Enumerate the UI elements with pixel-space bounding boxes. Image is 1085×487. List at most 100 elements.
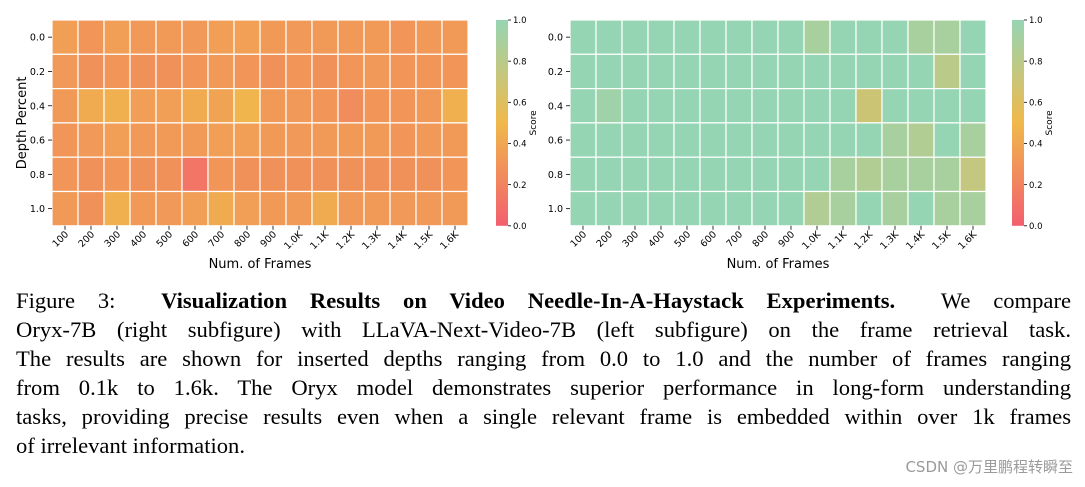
heatmap-cell: [777, 122, 805, 158]
heatmap-cell: [259, 53, 287, 90]
colorbar-tick-label: 0.2: [1029, 181, 1043, 191]
x-tick-label: 1.6K: [956, 229, 979, 252]
heatmap-cell: [959, 122, 987, 158]
heatmap-cell: [441, 190, 469, 227]
heatmap-cell: [285, 19, 313, 55]
heatmap-cell: [155, 53, 183, 90]
y-tick-label: 1.0: [548, 204, 563, 215]
watermark: CSDN @万里鹏程转瞬至: [905, 458, 1073, 476]
heatmap-cell: [311, 122, 339, 158]
heatmap-cell: [595, 53, 623, 90]
heatmap-cell: [855, 53, 883, 90]
y-axis-label: Depth Percent: [15, 77, 30, 170]
heatmap-cell: [103, 87, 131, 124]
colorbar-tick-label: 1.0: [513, 16, 527, 26]
heatmap-cell: [207, 53, 235, 90]
heatmap-cell: [337, 122, 365, 158]
heatmap-cell: [647, 19, 675, 55]
heatmap-cell: [595, 190, 623, 227]
y-tick-label: 1.0: [30, 204, 45, 215]
figure-caption: Figure 3: Visualization Results on Video…: [16, 286, 1071, 460]
heatmap-cell: [803, 19, 831, 55]
colorbar-tick-label: 0.0: [513, 222, 527, 232]
heatmap-cell: [363, 87, 391, 124]
heatmap-cell: [415, 53, 443, 90]
colorbar-label: Score: [1045, 110, 1055, 136]
colorbar-tick-label: 0.0: [1029, 222, 1043, 232]
caption-title: Visualization Results on Video Needle-In…: [161, 288, 896, 313]
heatmap-cell: [337, 19, 365, 55]
x-tick-label: 1.2K: [852, 229, 875, 252]
x-tick-label: 500: [673, 229, 694, 250]
x-tick-label: 1.5K: [412, 229, 435, 252]
heatmap-cell: [725, 53, 753, 90]
y-tick-label: 0.8: [30, 170, 45, 181]
heatmap-cell: [363, 190, 391, 227]
heatmap-cell: [647, 87, 675, 124]
heatmap-cell: [699, 122, 727, 158]
heatmap-cell: [285, 156, 313, 193]
heatmap-cell: [933, 87, 961, 124]
heatmap-cell: [337, 53, 365, 90]
heatmap-cell: [363, 19, 391, 55]
heatmap-cell: [569, 19, 597, 55]
heatmap-cell: [415, 122, 443, 158]
x-tick-label: 500: [155, 229, 176, 250]
colorbar-label: Score: [529, 110, 539, 136]
heatmap-cell: [751, 122, 779, 158]
x-tick-label: 1.3K: [878, 229, 901, 252]
heatmap-cell: [751, 156, 779, 193]
heatmap-cell: [699, 53, 727, 90]
heatmap-cell: [569, 156, 597, 193]
colorbar-tick-label: 0.2: [513, 181, 527, 191]
heatmap-cell: [181, 122, 209, 158]
heatmap-cell: [51, 122, 79, 158]
heatmap-cell: [959, 190, 987, 227]
x-tick-label: 600: [699, 229, 720, 250]
heatmap-cell: [829, 87, 857, 124]
heatmap-cell: [389, 156, 417, 193]
heatmap-cell: [259, 190, 287, 227]
heatmap-cell: [389, 87, 417, 124]
heatmap-cell: [777, 87, 805, 124]
heatmap-cell: [829, 53, 857, 90]
heatmap-cell: [621, 19, 649, 55]
heatmap-right: 0.0 0.2 0.4 0.6 0.8 1.0 100 200 300 400 500 600 700 8…: [548, 16, 1055, 272]
heatmap-cell: [725, 156, 753, 193]
caption-line-2: Oryx-7B (right subfigure) with LLaVA-Nex…: [16, 317, 1071, 342]
caption-line-5: tasks, providing precise results even wh…: [16, 404, 1071, 429]
heatmap-cell: [389, 19, 417, 55]
heatmap-cell: [129, 190, 157, 227]
heatmap-cell: [337, 156, 365, 193]
heatmap-cell: [77, 87, 105, 124]
heatmap-cell: [415, 190, 443, 227]
heatmap-cell: [337, 190, 365, 227]
heatmap-cell: [129, 156, 157, 193]
heatmap-cell: [673, 53, 701, 90]
heatmap-cell: [699, 19, 727, 55]
x-tick-label: 700: [207, 229, 228, 250]
heatmap-cell: [673, 190, 701, 227]
heatmap-cell: [259, 87, 287, 124]
heatmap-cell: [363, 53, 391, 90]
heatmap-cell: [129, 122, 157, 158]
x-axis-label: Num. of Frames: [209, 257, 312, 272]
x-tick-label: 300: [103, 229, 124, 250]
heatmap-cell: [881, 122, 909, 158]
heatmap-cell: [129, 53, 157, 90]
colorbar-tick-label: 0.6: [1029, 99, 1043, 109]
heatmap-cell: [441, 19, 469, 55]
heatmap-cell: [803, 156, 831, 193]
heatmap-cell: [389, 53, 417, 90]
heatmap-cell: [441, 122, 469, 158]
heatmap-cell: [959, 156, 987, 193]
heatmap-cell: [103, 190, 131, 227]
heatmap-cell: [103, 53, 131, 90]
heatmap-cell: [233, 156, 261, 193]
heatmap-cell: [933, 122, 961, 158]
heatmap-cell: [751, 53, 779, 90]
x-tick-label: 100: [51, 229, 72, 250]
heatmap-cell: [181, 53, 209, 90]
heatmap-cell: [907, 53, 935, 90]
heatmap-cell: [959, 87, 987, 124]
